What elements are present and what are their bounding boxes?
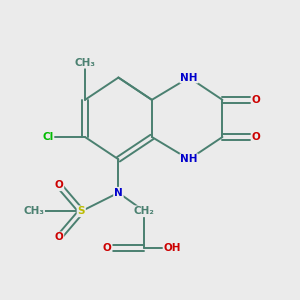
Text: CH₃: CH₃	[74, 58, 95, 68]
Text: NH: NH	[180, 154, 198, 164]
Text: Cl: Cl	[42, 132, 53, 142]
Text: CH₃: CH₃	[23, 206, 44, 216]
Text: O: O	[55, 232, 63, 242]
Text: S: S	[77, 206, 85, 216]
Text: N: N	[114, 188, 123, 198]
Text: NH: NH	[180, 73, 198, 82]
Text: O: O	[251, 95, 260, 105]
Text: OH: OH	[164, 244, 181, 254]
Text: O: O	[251, 132, 260, 142]
Text: CH₂: CH₂	[134, 206, 155, 216]
Text: O: O	[103, 244, 112, 254]
Text: O: O	[55, 180, 63, 190]
